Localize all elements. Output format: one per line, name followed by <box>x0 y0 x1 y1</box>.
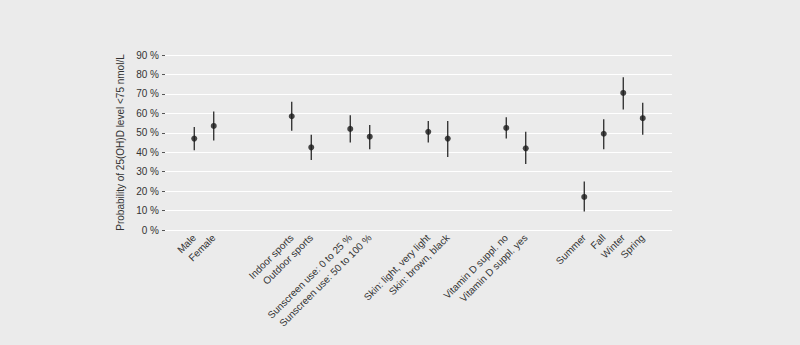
svg-text:Male: Male <box>175 232 199 256</box>
svg-text:Probability of 25(OH)D level <: Probability of 25(OH)D level <75 nmol/L <box>115 54 126 231</box>
svg-text:Vitamin D suppl. no: Vitamin D suppl. no <box>441 232 511 301</box>
svg-text:Skin: light, very light: Skin: light, very light <box>361 232 433 303</box>
svg-text:Indoor sports: Indoor sports <box>246 232 296 282</box>
svg-text:90 %: 90 % <box>136 50 159 61</box>
svg-text:Outdoor sports: Outdoor sports <box>260 232 316 287</box>
svg-text:Fall: Fall <box>588 232 608 252</box>
svg-text:10 %: 10 % <box>136 205 159 216</box>
svg-text:Spring: Spring <box>618 232 646 260</box>
svg-text:50 %: 50 % <box>136 127 159 138</box>
svg-text:40 %: 40 % <box>136 147 159 158</box>
svg-text:Vitamin D suppl. yes: Vitamin D suppl. yes <box>458 232 530 304</box>
svg-text:Sunscreen use: 50 to 100 %: Sunscreen use: 50 to 100 % <box>277 232 374 329</box>
svg-text:Summer: Summer <box>554 232 589 267</box>
svg-text:60 %: 60 % <box>136 108 159 119</box>
svg-text:Female: Female <box>186 232 218 264</box>
svg-text:80 %: 80 % <box>136 69 159 80</box>
svg-text:20 %: 20 % <box>136 186 159 197</box>
svg-text:Winter: Winter <box>599 232 628 261</box>
svg-text:Skin: brown, black: Skin: brown, black <box>387 232 452 297</box>
svg-text:Sunscreen use: 0 to 25 %: Sunscreen use: 0 to 25 % <box>266 232 355 321</box>
svg-text:30 %: 30 % <box>136 166 159 177</box>
svg-text:0 %: 0 % <box>142 225 159 236</box>
svg-text:70 %: 70 % <box>136 88 159 99</box>
